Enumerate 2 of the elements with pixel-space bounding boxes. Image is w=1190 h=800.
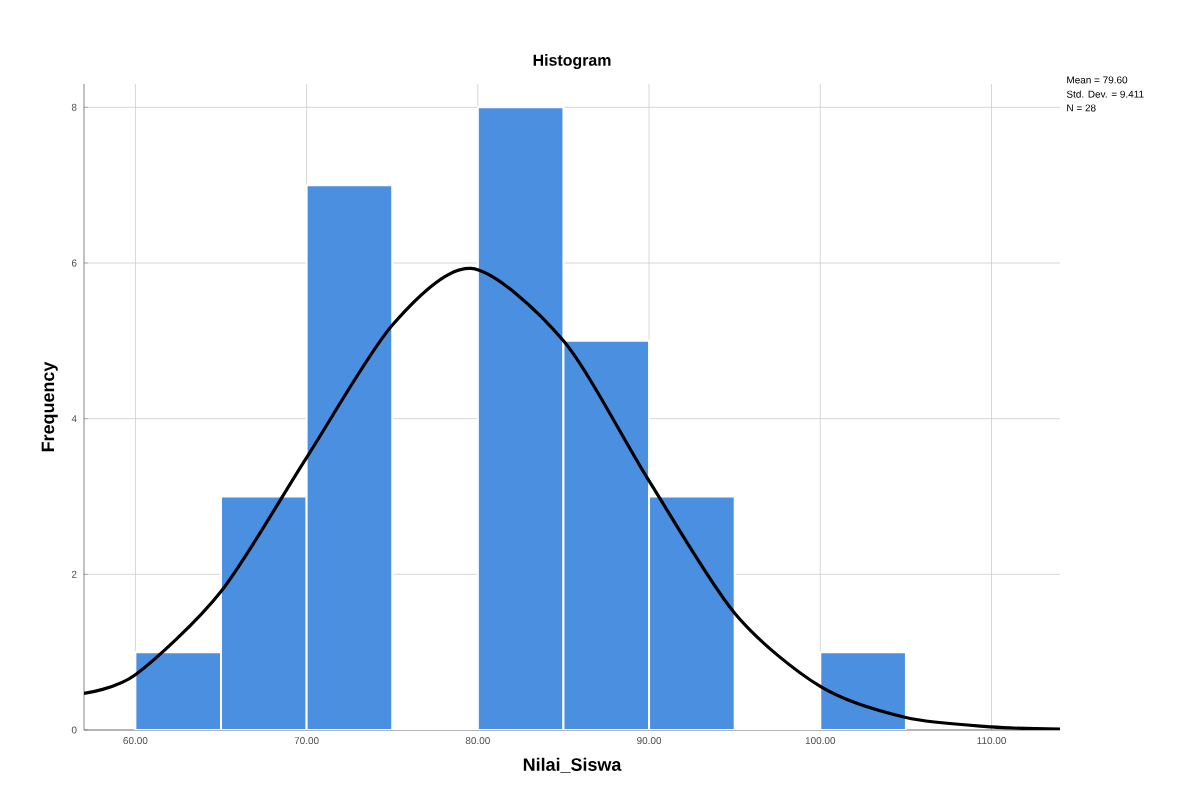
x-axis-title: Nilai_Siswa [523, 757, 622, 773]
y-axis-title: Frequency [41, 361, 58, 452]
